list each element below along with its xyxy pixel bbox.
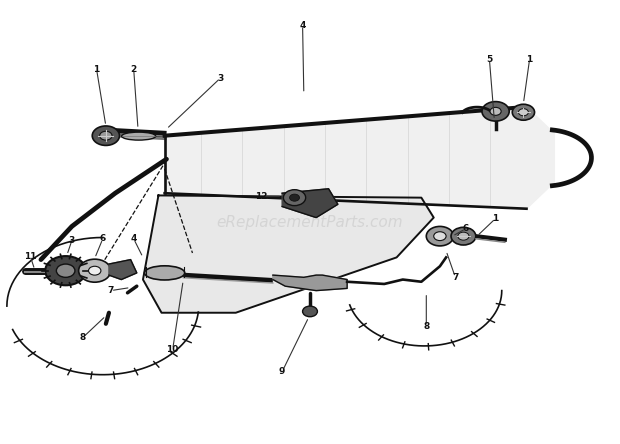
Polygon shape [109, 260, 137, 280]
Circle shape [45, 256, 86, 285]
Polygon shape [165, 107, 554, 209]
Text: 8: 8 [79, 333, 86, 342]
Text: 3: 3 [217, 74, 223, 83]
Text: 5: 5 [486, 55, 492, 63]
Text: 4: 4 [299, 20, 306, 30]
Circle shape [427, 226, 453, 246]
Circle shape [512, 104, 534, 120]
Text: 7: 7 [452, 273, 459, 282]
Circle shape [92, 126, 120, 146]
Text: 2: 2 [131, 65, 137, 74]
Polygon shape [273, 275, 347, 291]
Text: 1: 1 [492, 214, 498, 223]
Circle shape [100, 131, 112, 140]
Text: 10: 10 [167, 345, 179, 354]
Circle shape [434, 232, 446, 241]
Text: 6: 6 [100, 234, 106, 243]
Circle shape [451, 227, 476, 245]
Polygon shape [282, 189, 338, 218]
Text: 1: 1 [94, 65, 100, 74]
Circle shape [458, 232, 469, 240]
Text: 11: 11 [24, 252, 37, 261]
Text: 8: 8 [423, 321, 430, 330]
Circle shape [56, 264, 75, 278]
Circle shape [303, 306, 317, 317]
Text: 9: 9 [279, 367, 285, 376]
Text: 7: 7 [108, 286, 114, 295]
Circle shape [518, 109, 528, 116]
Text: 12: 12 [255, 192, 268, 201]
Ellipse shape [122, 132, 156, 140]
Circle shape [283, 190, 306, 206]
Ellipse shape [144, 266, 185, 280]
Circle shape [482, 102, 509, 121]
Circle shape [490, 107, 501, 115]
Circle shape [290, 194, 299, 201]
Text: 6: 6 [463, 224, 469, 233]
Text: 4: 4 [130, 234, 137, 243]
Polygon shape [143, 195, 434, 313]
Text: 3: 3 [69, 236, 75, 245]
Text: 1: 1 [526, 55, 533, 63]
Text: eReplacementParts.com: eReplacementParts.com [216, 214, 404, 230]
Circle shape [79, 259, 111, 282]
Circle shape [89, 266, 101, 275]
